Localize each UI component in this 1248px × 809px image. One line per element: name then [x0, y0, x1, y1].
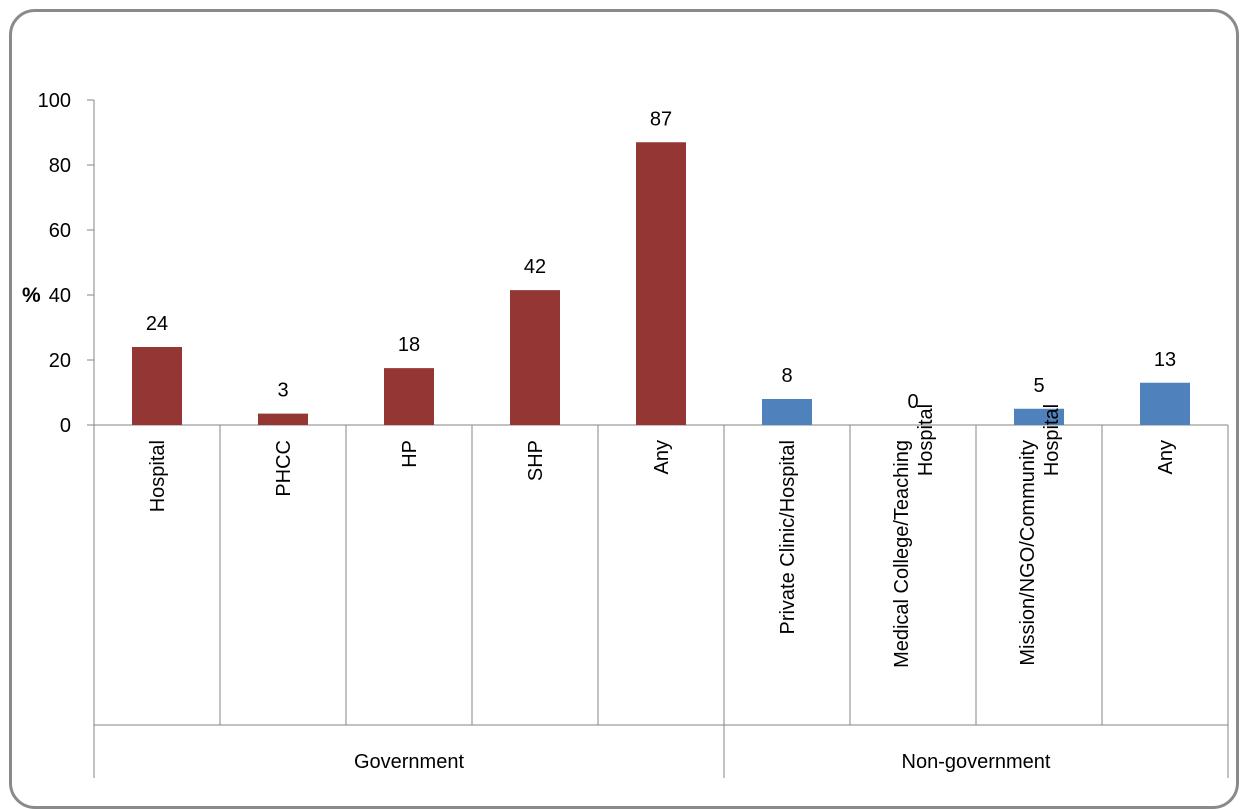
category-label: Hospital	[915, 404, 937, 476]
data-label: 5	[1033, 375, 1044, 397]
category-label: PHCC	[273, 440, 295, 497]
data-label: 13	[1154, 349, 1176, 371]
category-label: Any	[651, 440, 673, 474]
data-label: 0	[907, 391, 918, 413]
bar	[384, 368, 434, 425]
y-axis-title: %	[22, 284, 41, 307]
y-tick-label: 80	[49, 155, 71, 177]
y-tick-label: 60	[49, 220, 71, 242]
bar	[636, 142, 686, 425]
category-label: Any	[1155, 440, 1177, 474]
y-tick-label: 40	[49, 285, 71, 307]
data-label: 87	[650, 108, 672, 130]
y-tick-label: 20	[49, 350, 71, 372]
category-label: Hospital	[147, 440, 169, 512]
category-label: Mission/NGO/Community	[1017, 440, 1039, 666]
bar	[132, 347, 182, 425]
data-label: 8	[781, 365, 792, 387]
category-label: Hospital	[1041, 404, 1063, 476]
bar	[510, 290, 560, 425]
bar	[762, 399, 812, 425]
bar	[1140, 382, 1190, 425]
category-label: Medical College/Teaching	[891, 440, 913, 668]
category-label: Private Clinic/Hospital	[777, 440, 799, 635]
data-label: 24	[146, 313, 168, 335]
group-label: Government	[354, 751, 464, 773]
bar-chart: 020406080100%24Hospital3PHCC18HP42SHP87A…	[22, 90, 1229, 778]
data-label: 42	[524, 256, 546, 278]
category-label: HP	[399, 440, 421, 468]
y-tick-label: 100	[38, 90, 71, 112]
bar	[258, 413, 308, 425]
data-label: 18	[398, 334, 420, 356]
data-label: 3	[277, 380, 288, 402]
group-label: Non-government	[902, 751, 1051, 773]
bar	[1014, 408, 1064, 425]
category-label: SHP	[525, 440, 547, 481]
y-tick-label: 0	[60, 415, 71, 437]
